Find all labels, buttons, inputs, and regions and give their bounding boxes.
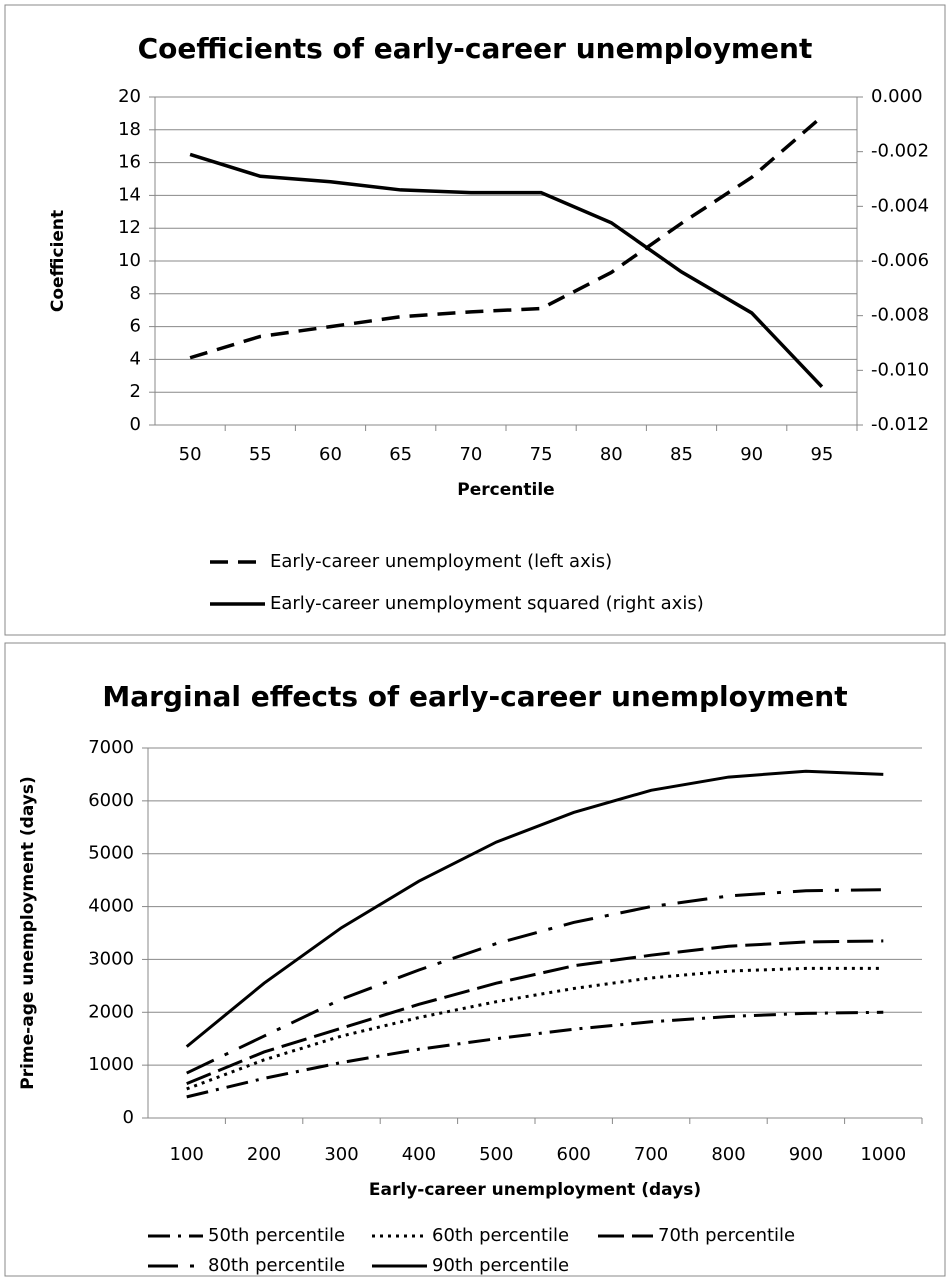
x-tick-label: 600 bbox=[557, 1144, 591, 1165]
y2-tick-label: 0.000 bbox=[871, 86, 923, 107]
y-tick-label: 12 bbox=[118, 217, 141, 238]
x-tick-label: 50 bbox=[179, 444, 202, 465]
legend-label: 80th percentile bbox=[208, 1255, 345, 1276]
chart-frame bbox=[4, 4, 946, 636]
series-line bbox=[186, 1010, 884, 1099]
x-axis-title: Early-career unemployment (days) bbox=[369, 1180, 701, 1200]
y-tick-label: 5000 bbox=[88, 843, 134, 864]
x-tick-label: 60 bbox=[319, 444, 342, 465]
y-tick-label: 7000 bbox=[88, 737, 134, 758]
y-tick-label: 3000 bbox=[88, 948, 134, 969]
series-line bbox=[186, 939, 884, 1086]
y-tick-label: 0 bbox=[130, 414, 141, 435]
y-tick-label: 8 bbox=[130, 283, 141, 304]
x-tick-label: 400 bbox=[402, 1144, 436, 1165]
x-tick-label: 700 bbox=[634, 1144, 668, 1165]
x-axis-title: Percentile bbox=[457, 480, 554, 500]
y-tick-label: 6000 bbox=[88, 790, 134, 811]
chart-title: Marginal effects of early-career unemplo… bbox=[102, 680, 847, 713]
y-tick-label: 18 bbox=[118, 119, 141, 140]
y2-tick-label: -0.012 bbox=[871, 414, 929, 435]
y-tick-label: 4000 bbox=[88, 896, 134, 917]
y2-tick-label: -0.010 bbox=[871, 359, 929, 380]
series-line bbox=[189, 152, 824, 388]
y2-tick-label: -0.002 bbox=[871, 141, 929, 162]
y-tick-label: 4 bbox=[130, 348, 141, 369]
legend-label: Early-career unemployment squared (right… bbox=[270, 593, 704, 614]
y-tick-label: 0 bbox=[123, 1107, 134, 1128]
x-tick-label: 300 bbox=[324, 1144, 358, 1165]
y2-tick-label: -0.008 bbox=[871, 305, 929, 326]
y-tick-label: 16 bbox=[118, 152, 141, 173]
legend-label: 60th percentile bbox=[432, 1225, 569, 1246]
x-tick-label: 55 bbox=[249, 444, 272, 465]
y-tick-label: 10 bbox=[118, 250, 141, 271]
y2-tick-label: -0.006 bbox=[871, 250, 929, 271]
y2-tick-label: -0.004 bbox=[871, 195, 929, 216]
x-tick-label: 100 bbox=[170, 1144, 204, 1165]
x-tick-label: 80 bbox=[600, 444, 623, 465]
y-tick-label: 1000 bbox=[88, 1054, 134, 1075]
x-tick-label: 65 bbox=[389, 444, 412, 465]
legend-label: 50th percentile bbox=[208, 1225, 345, 1246]
x-tick-label: 1000 bbox=[860, 1144, 906, 1165]
x-tick-label: 900 bbox=[789, 1144, 823, 1165]
series-line bbox=[186, 888, 884, 1075]
x-tick-label: 200 bbox=[247, 1144, 281, 1165]
x-tick-label: 70 bbox=[459, 444, 482, 465]
y-axis-title: Prime-age unemployment (days) bbox=[18, 776, 38, 1090]
y-tick-label: 20 bbox=[118, 86, 141, 107]
legend-label: 90th percentile bbox=[432, 1255, 569, 1276]
x-tick-label: 500 bbox=[479, 1144, 513, 1165]
series-line bbox=[185, 769, 884, 1048]
y-tick-label: 6 bbox=[130, 316, 141, 337]
legend-label: Early-career unemployment (left axis) bbox=[270, 551, 612, 572]
x-tick-label: 95 bbox=[810, 444, 833, 465]
x-tick-label: 90 bbox=[740, 444, 763, 465]
x-tick-label: 75 bbox=[530, 444, 553, 465]
series-line bbox=[189, 115, 824, 360]
chart-title: Coefficients of early-career unemploymen… bbox=[138, 32, 813, 65]
y-tick-label: 2000 bbox=[88, 1001, 134, 1022]
x-tick-label: 85 bbox=[670, 444, 693, 465]
y-axis-title: Coefficient bbox=[48, 210, 68, 312]
legend-label: 70th percentile bbox=[658, 1225, 795, 1246]
x-tick-label: 800 bbox=[711, 1144, 745, 1165]
series-line bbox=[186, 966, 884, 1091]
y-tick-label: 14 bbox=[118, 184, 141, 205]
y-tick-label: 2 bbox=[130, 381, 141, 402]
